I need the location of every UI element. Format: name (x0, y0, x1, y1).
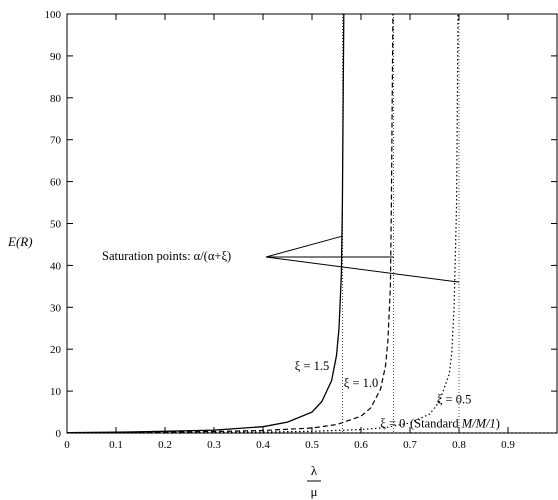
y-tick-label: 0 (56, 428, 62, 440)
saturation-label: Saturation points: α/(α+ξ) (102, 249, 231, 263)
annotations: Saturation points: α/(α+ξ) (Standard M/M… (102, 235, 500, 431)
x-tick-label: 0.3 (207, 439, 221, 451)
y-tick-label: 30 (50, 302, 62, 314)
y-tick-label: 60 (50, 177, 62, 189)
standard-model: M/M/1 (461, 417, 496, 431)
x-tick-label: 0.6 (354, 439, 368, 451)
svg-text:E(R): E(R) (7, 234, 33, 249)
y-tick-label: 80 (50, 93, 62, 105)
x-tick-label: 0 (64, 439, 70, 451)
x-tick-label: 0.1 (109, 439, 123, 451)
y-tick-label: 10 (50, 386, 62, 398)
saturation-pointer (265, 256, 460, 283)
y-axis-label: E(R) (7, 234, 33, 249)
y-tick-label: 50 (50, 219, 62, 231)
series-line (66, 13, 394, 434)
x-label-denominator: μ (311, 484, 318, 499)
saturation-pointer (265, 235, 343, 258)
standard-suffix: ) (496, 417, 500, 431)
series-line (66, 13, 345, 434)
y-tick-label: 100 (45, 9, 62, 21)
series-layer (66, 13, 557, 434)
svg-text:(Standard M/M/1): (Standard M/M/1) (410, 417, 500, 431)
axes: 0 0.1 0.2 0.3 0.4 0.5 0.6 0.7 0.8 0.9 0 10 20 30 40 50 6… (45, 9, 558, 451)
x-label-numerator: λ (311, 463, 318, 478)
x-tick-label: 0.7 (403, 439, 417, 451)
series-line (66, 13, 459, 434)
y-tick-label: 20 (50, 344, 62, 356)
x-axis-label: λ μ (307, 463, 321, 499)
curve-label: ξ = 0 (380, 417, 405, 431)
y-tick-label: 40 (50, 260, 62, 272)
standard-mm1-label: (Standard M/M/1) (410, 417, 500, 431)
y-tick-label: 70 (50, 135, 62, 147)
curve-label: ξ = 1.5 (295, 359, 330, 373)
standard-prefix: (Standard (410, 417, 462, 431)
x-tick-label: 0.2 (158, 439, 172, 451)
x-tick-label: 0.5 (305, 439, 319, 451)
curve-label: ξ = 0.5 (437, 393, 472, 407)
y-tick-label: 90 (50, 51, 62, 63)
curve-label: ξ = 1.0 (344, 376, 379, 390)
x-tick-label: 0.9 (501, 439, 515, 451)
x-tick-label: 0.8 (452, 439, 466, 451)
x-tick-label: 0.4 (256, 439, 270, 451)
